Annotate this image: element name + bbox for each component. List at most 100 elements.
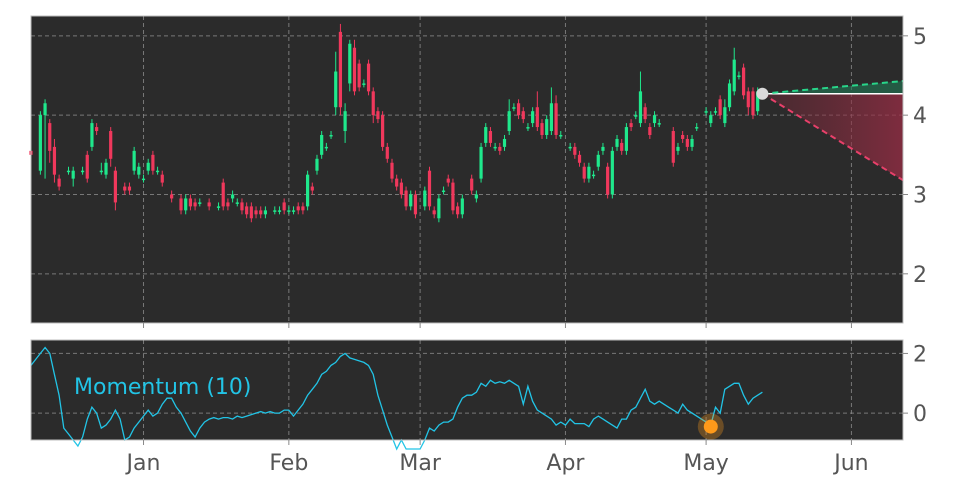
momentum-tick-label: 2: [913, 342, 927, 367]
candle-body: [226, 202, 230, 207]
candle-body: [742, 67, 746, 96]
candle-body: [123, 186, 127, 191]
candle-body: [704, 111, 708, 113]
candle-body: [596, 154, 600, 167]
candle-body: [198, 202, 202, 204]
candle-body: [409, 194, 413, 207]
candle-body: [643, 107, 647, 120]
x-tick-label: Jan: [125, 451, 161, 476]
momentum-axis: 20: [903, 342, 927, 427]
candle-body: [535, 107, 539, 128]
candle-body: [652, 115, 657, 124]
candle-body: [681, 134, 685, 139]
candle-body: [376, 111, 380, 120]
candle-body: [43, 103, 47, 116]
candle-body: [657, 123, 661, 125]
candle-body: [690, 138, 694, 147]
candle-body: [559, 134, 563, 137]
candle-body: [620, 142, 624, 151]
candle-body: [207, 202, 211, 207]
candle-body: [193, 202, 197, 207]
candle-body: [151, 154, 155, 171]
candle-body: [713, 111, 718, 113]
candle-body: [624, 127, 628, 151]
price-panel-background: [31, 16, 903, 323]
candle-body: [160, 174, 164, 183]
candle-body: [381, 115, 385, 147]
candle-body: [470, 178, 474, 191]
price-tick-label: 5: [913, 25, 927, 50]
candle-body: [306, 174, 310, 207]
candlestick-series: [29, 23, 760, 223]
candle-body: [155, 170, 160, 173]
candle-body: [385, 146, 389, 159]
candle-body: [587, 166, 591, 179]
candle-body: [357, 63, 361, 88]
candle-body: [676, 146, 680, 151]
x-tick-label: Feb: [269, 451, 308, 476]
candle-body: [577, 154, 582, 163]
candle-body: [484, 127, 488, 143]
candle-body: [601, 146, 605, 151]
candle-body: [80, 170, 85, 173]
candle-body: [291, 210, 296, 212]
candle-body: [287, 210, 291, 212]
candle-body: [71, 170, 75, 179]
candle-body: [95, 127, 99, 132]
candle-body: [648, 127, 652, 135]
candle-body: [343, 111, 347, 132]
momentum-grid: [31, 340, 903, 440]
candle-body: [179, 198, 183, 211]
candle-body: [493, 146, 497, 149]
candle-body: [254, 210, 258, 215]
candle-body: [310, 186, 314, 191]
candle-body: [90, 123, 94, 147]
candle-body: [184, 198, 188, 211]
candle-body: [390, 162, 394, 179]
last-price-dot: [756, 87, 769, 100]
candle-body: [137, 166, 141, 175]
candle-body: [756, 91, 760, 112]
candle-body: [413, 194, 418, 215]
candle-body: [554, 103, 558, 135]
candle-body: [113, 170, 117, 203]
candle-body: [540, 123, 544, 135]
momentum-tick-label: 0: [913, 402, 927, 427]
candle-body: [545, 119, 549, 135]
candle-body: [479, 146, 483, 179]
candle-body: [638, 91, 643, 124]
candle-body: [427, 170, 432, 207]
candle-body: [245, 206, 249, 215]
price-grid: [31, 16, 903, 323]
candle-body: [301, 206, 305, 211]
price-tick-label: 2: [913, 263, 927, 288]
candle-body: [99, 170, 103, 173]
candle-body: [516, 103, 521, 116]
candle-body: [362, 83, 366, 85]
candle-body: [404, 190, 408, 207]
forecast-upper-line: [762, 80, 904, 95]
x-axis: Jan Feb Mar Apr May Jun: [125, 323, 869, 476]
candle-body: [141, 178, 146, 181]
momentum-highlight: [697, 413, 724, 440]
candle-body: [334, 71, 338, 108]
candle-body: [371, 91, 375, 116]
candle-body: [718, 99, 722, 116]
candle-body: [709, 115, 713, 124]
momentum-panel-border: [30, 339, 904, 441]
momentum-label: Momentum (10): [74, 375, 252, 400]
candle-body: [38, 115, 42, 171]
candle-body: [282, 202, 286, 211]
candle-body: [259, 210, 263, 215]
candle-body: [432, 210, 436, 215]
candle-body: [329, 134, 333, 137]
candle-body: [104, 162, 108, 175]
candle-body: [732, 59, 736, 92]
x-tick-label: May: [683, 451, 728, 476]
candle-body: [582, 166, 586, 179]
candle-body: [456, 206, 460, 215]
candle-body: [746, 91, 750, 108]
candle-body: [474, 194, 478, 199]
candle-body: [324, 146, 328, 149]
candle-body: [338, 31, 343, 108]
